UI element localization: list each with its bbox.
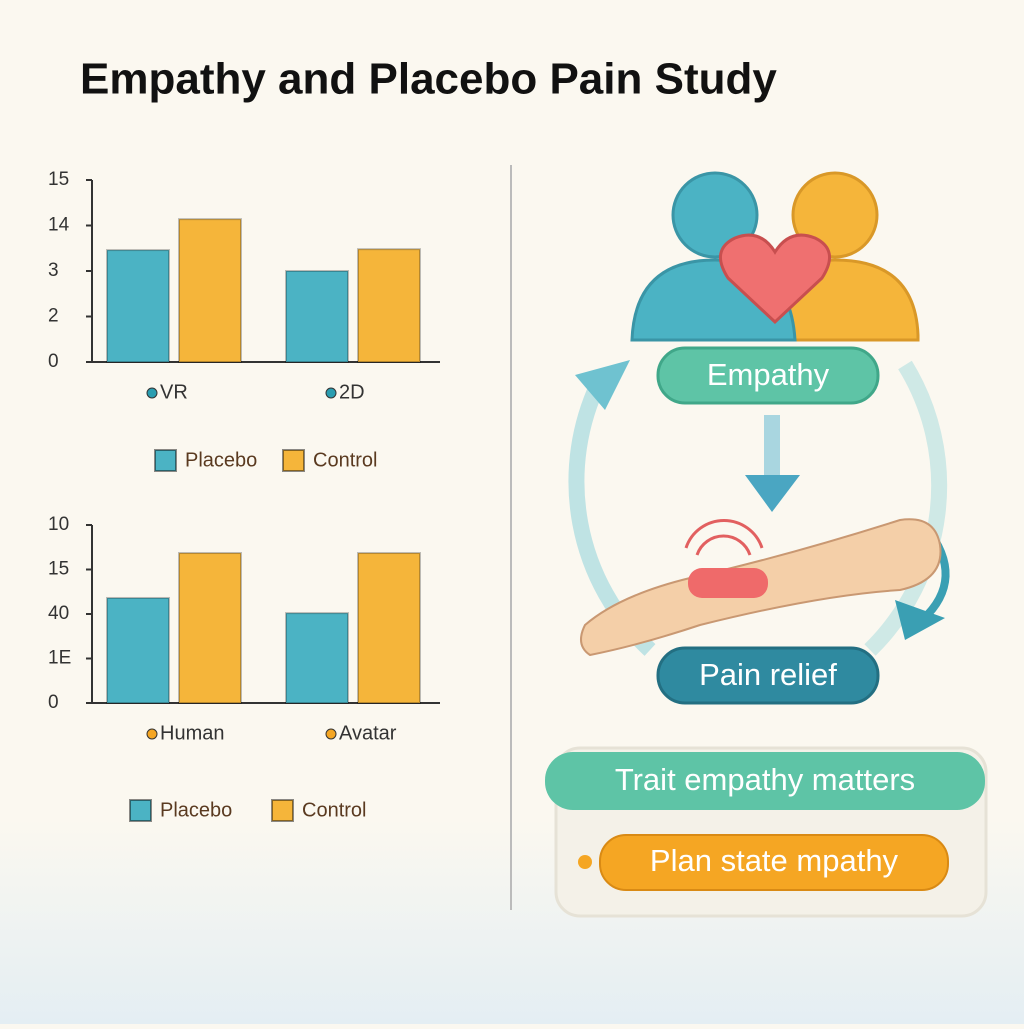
legend-label: Control [302, 799, 366, 821]
pain-waves [684, 518, 764, 556]
y-tick-label: 0 [48, 351, 59, 372]
y-tick-label: 15 [48, 559, 69, 580]
y-tick-label: 0 [48, 692, 59, 713]
y-tick-label: 10 [48, 514, 69, 535]
bullet [578, 855, 592, 869]
legend-swatch [271, 799, 294, 822]
bar [357, 248, 421, 363]
category-dot [325, 387, 337, 399]
y-tick-label: 15 [48, 169, 69, 190]
pill [599, 834, 949, 891]
y-tick-label: 3 [48, 260, 59, 281]
pill [656, 646, 880, 705]
empathy-label: Empathy [707, 357, 830, 392]
bar [178, 218, 242, 363]
x-tick-label: Avatar [339, 722, 397, 744]
arrow-shaft [764, 415, 780, 475]
bar [285, 270, 349, 363]
y-tick-label: 40 [48, 603, 69, 624]
legend-swatch [282, 449, 305, 472]
bar [285, 612, 349, 704]
x-tick-label: 2D [339, 381, 365, 403]
legend-label: Placebo [160, 799, 232, 821]
legend-label: Placebo [185, 449, 257, 471]
bar [106, 596, 170, 704]
pill [656, 346, 880, 405]
bar [178, 552, 242, 704]
legend-swatch [129, 799, 152, 822]
category-dot [146, 728, 158, 740]
arrow-head [745, 475, 800, 512]
y-tick-label: 2 [48, 306, 59, 327]
state-label: Plan state mpathy [650, 843, 899, 878]
page-title: Empathy and Placebo Pain Study [80, 55, 777, 104]
bar [357, 552, 421, 704]
person-head [671, 171, 759, 259]
heart [719, 233, 831, 325]
trait-label: Trait empathy matters [615, 762, 915, 797]
category-dot [146, 387, 158, 399]
cycle-arrow [864, 360, 948, 656]
legend-swatch [154, 449, 177, 472]
category-dot [325, 728, 337, 740]
pain-spot [688, 568, 768, 598]
y-tick-label: 1E [48, 648, 71, 669]
x-tick-label: Human [160, 722, 224, 744]
x-tick-label: VR [160, 381, 188, 403]
diagram: Empathy Pain relief Trait empathy matter… [545, 171, 988, 918]
pill [545, 752, 985, 810]
y-tick-label: 14 [48, 215, 70, 236]
arrow-head [575, 360, 630, 410]
pain-relief-label: Pain relief [699, 657, 837, 692]
legend-label: Control [313, 449, 377, 471]
bar [106, 249, 170, 364]
arrow-head [895, 600, 945, 640]
person-head [791, 171, 879, 259]
